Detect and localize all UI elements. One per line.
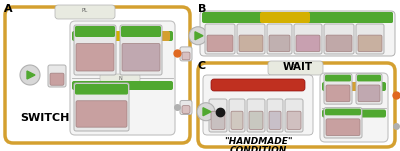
FancyBboxPatch shape	[294, 24, 322, 54]
FancyBboxPatch shape	[207, 35, 233, 52]
FancyBboxPatch shape	[50, 73, 64, 85]
FancyBboxPatch shape	[74, 25, 116, 75]
FancyBboxPatch shape	[198, 63, 395, 147]
FancyBboxPatch shape	[268, 61, 323, 75]
Polygon shape	[203, 108, 211, 116]
FancyBboxPatch shape	[358, 85, 380, 102]
FancyBboxPatch shape	[122, 43, 160, 71]
Polygon shape	[195, 32, 203, 40]
Text: SWITCH: SWITCH	[20, 113, 69, 123]
FancyBboxPatch shape	[72, 81, 173, 90]
FancyBboxPatch shape	[322, 82, 386, 91]
FancyBboxPatch shape	[121, 26, 161, 37]
FancyBboxPatch shape	[100, 74, 140, 82]
FancyBboxPatch shape	[237, 24, 265, 54]
FancyBboxPatch shape	[356, 74, 382, 104]
FancyBboxPatch shape	[211, 79, 305, 91]
FancyBboxPatch shape	[269, 35, 290, 52]
Text: A: A	[4, 4, 13, 14]
FancyBboxPatch shape	[76, 43, 114, 71]
Text: WAIT: WAIT	[282, 62, 312, 72]
FancyBboxPatch shape	[358, 35, 382, 52]
FancyBboxPatch shape	[356, 24, 384, 54]
FancyBboxPatch shape	[5, 7, 190, 143]
FancyBboxPatch shape	[326, 35, 352, 52]
FancyBboxPatch shape	[326, 85, 350, 102]
FancyBboxPatch shape	[260, 12, 310, 23]
FancyBboxPatch shape	[285, 99, 303, 132]
FancyBboxPatch shape	[348, 82, 370, 91]
Text: B: B	[198, 4, 206, 14]
FancyBboxPatch shape	[74, 83, 129, 131]
FancyBboxPatch shape	[325, 109, 361, 115]
FancyBboxPatch shape	[205, 24, 235, 54]
Circle shape	[197, 103, 215, 121]
FancyBboxPatch shape	[345, 12, 393, 23]
FancyBboxPatch shape	[239, 35, 263, 52]
FancyBboxPatch shape	[211, 111, 225, 129]
FancyBboxPatch shape	[249, 111, 263, 129]
Text: PL: PL	[292, 64, 298, 69]
FancyBboxPatch shape	[112, 31, 140, 41]
FancyBboxPatch shape	[182, 106, 190, 113]
FancyBboxPatch shape	[267, 99, 283, 132]
Text: CONDITION: CONDITION	[229, 146, 287, 151]
FancyBboxPatch shape	[296, 35, 320, 52]
FancyBboxPatch shape	[180, 47, 192, 61]
FancyBboxPatch shape	[76, 101, 127, 127]
FancyBboxPatch shape	[182, 52, 190, 60]
FancyBboxPatch shape	[72, 31, 173, 41]
FancyBboxPatch shape	[75, 26, 115, 37]
FancyBboxPatch shape	[324, 108, 362, 138]
FancyBboxPatch shape	[326, 119, 360, 136]
FancyBboxPatch shape	[320, 73, 388, 142]
Text: N: N	[118, 76, 122, 80]
Text: PL: PL	[82, 8, 88, 13]
FancyBboxPatch shape	[269, 111, 281, 129]
FancyBboxPatch shape	[231, 111, 243, 129]
FancyBboxPatch shape	[70, 21, 175, 135]
Circle shape	[189, 27, 207, 45]
FancyBboxPatch shape	[357, 75, 381, 81]
FancyBboxPatch shape	[247, 99, 265, 132]
FancyBboxPatch shape	[48, 65, 66, 87]
FancyBboxPatch shape	[324, 74, 352, 104]
FancyBboxPatch shape	[200, 11, 395, 56]
Text: C: C	[198, 61, 206, 71]
FancyBboxPatch shape	[142, 31, 170, 41]
FancyBboxPatch shape	[267, 24, 292, 54]
FancyBboxPatch shape	[209, 99, 227, 132]
FancyBboxPatch shape	[325, 75, 351, 81]
FancyBboxPatch shape	[120, 25, 162, 75]
FancyBboxPatch shape	[324, 24, 354, 54]
FancyBboxPatch shape	[202, 12, 393, 23]
FancyBboxPatch shape	[75, 84, 128, 95]
FancyBboxPatch shape	[55, 5, 115, 19]
FancyBboxPatch shape	[229, 99, 245, 132]
Polygon shape	[27, 71, 35, 79]
FancyBboxPatch shape	[287, 111, 301, 129]
FancyBboxPatch shape	[322, 109, 386, 117]
FancyBboxPatch shape	[180, 100, 192, 114]
Circle shape	[20, 65, 40, 85]
Text: "HANDMADE": "HANDMADE"	[224, 137, 292, 146]
FancyBboxPatch shape	[203, 75, 313, 135]
